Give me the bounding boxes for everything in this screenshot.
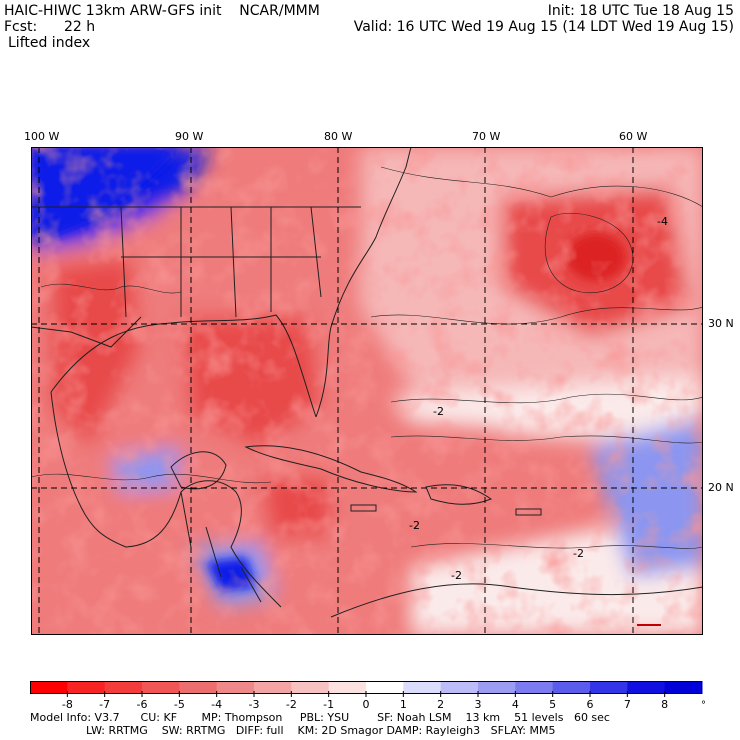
lat-label-20n: 20 N [708,481,734,494]
model-info-line1: Model Info: V3.7 CU: KF MP: Thompson PBL… [30,711,610,724]
lon-label-80w: 80 W [324,130,353,143]
border-us-mexico [31,316,142,348]
colorbar-swatch [67,681,106,694]
contour-label: -2 [451,569,462,582]
lat-label-30n: 30 N [708,317,734,330]
coastlines [31,147,703,618]
lon-label-60w: 60 W [619,130,648,143]
coast-gulf [50,314,317,418]
colorbar-swatch [552,681,591,694]
contour-lines [31,166,703,549]
colorbar-swatch [30,681,68,694]
colorbar-tick-label: -4 [211,698,222,711]
lat-lon-grid [31,147,703,635]
valid-time: Valid: 16 UTC Wed 19 Aug 15 (14 LDT Wed … [353,19,734,35]
colorbar-swatch [627,681,666,694]
border-states-1 [120,206,322,318]
forecast-label: Fcst: [4,19,38,35]
contour-5 [31,473,272,484]
colorbar-tick-label: -8 [62,698,73,711]
lon-label-70w: 70 W [472,130,501,143]
colorbar-swatch [179,681,218,694]
colorbar-swatch [104,681,143,694]
field-texture [31,147,703,635]
colorbar-swatch [403,681,442,694]
field-name: Lifted index [8,35,91,51]
coast-hispaniola [425,484,493,505]
colorbar-tick-label: 7 [624,698,631,711]
init-time: Init: 18 UTC Tue 18 Aug 15 [547,3,734,19]
colorbar-tick-label: -7 [99,698,110,711]
lon-label-100w: 100 W [24,130,60,143]
coast-south-america [330,583,703,618]
colorbar-tick-label: -1 [323,698,334,711]
colorbar-swatch [142,681,180,694]
colorbar-tick-label: -5 [174,698,185,711]
coast-cuba [244,445,418,493]
colorbar-unit: °C [701,700,706,711]
contour-2 [370,306,703,325]
colorbar-tick-label: -2 [286,698,297,711]
colorbar-svg: -8 -7 -6 -5 -4 -3 -2 -1 0 1 2 3 4 5 6 7 8 °C [30,681,713,711]
map-border [31,147,703,635]
colorbar-tick-label: 6 [587,698,594,711]
coast-jamaica [350,504,377,512]
colorbar-swatch [366,681,404,694]
model-info-line2: LW: RRTMG SW: RRTMG DIFF: full KM: 2D Sm… [30,724,556,737]
lifted-index-map: -4 -2 -2 -2 -2 [31,147,703,635]
colorbar-swatch [664,681,703,694]
colorbar-tick-label: 0 [363,698,370,711]
model-title: HAIC-HIWC 13km ARW-GFS init NCAR/MMM [4,3,320,19]
contour-8 [40,283,182,294]
contour-label: -2 [573,547,584,560]
coast-florida-east [315,147,412,418]
forecast-hour: 22 h [64,19,96,35]
contour-label: -2 [409,519,420,532]
colorbar-swatch [328,681,367,694]
colorbar-swatch [291,681,330,694]
contour-1 [380,166,703,208]
colorbar-tick-label: 4 [512,698,519,711]
colorbar-swatch [216,681,255,694]
contour-3 [390,393,703,404]
colorbar-swatch [254,681,292,694]
contour-label: -4 [657,215,668,228]
colorbar-tick-label: -3 [249,698,260,711]
border-states-2 [31,206,361,258]
colorbar-tick-label: 8 [661,698,668,711]
colorbar-tick-label: -6 [137,698,148,711]
coast-mexico [50,391,282,608]
contour-7 [544,212,634,294]
colorbar-tick-label: 1 [400,698,407,711]
coast-puerto-rico [515,508,542,516]
colorbar-tick-label: 5 [549,698,556,711]
colorbar-swatch [515,681,554,694]
colorbar-swatch [440,681,479,694]
colorbar: -8 -7 -6 -5 -4 -3 -2 -1 0 1 2 3 4 5 6 7 8 °C [30,681,713,711]
contour-6 [410,543,703,549]
border-central-america [180,491,262,603]
colorbar-swatch [478,681,516,694]
contour-4 [390,435,703,444]
lon-label-90w: 90 W [175,130,204,143]
colorbar-tick-label: 3 [475,698,482,711]
colorbar-tick-label: 2 [437,698,444,711]
contour-label: -2 [433,405,444,418]
colorbar-swatch [590,681,628,694]
coast-yucatan [170,451,227,490]
